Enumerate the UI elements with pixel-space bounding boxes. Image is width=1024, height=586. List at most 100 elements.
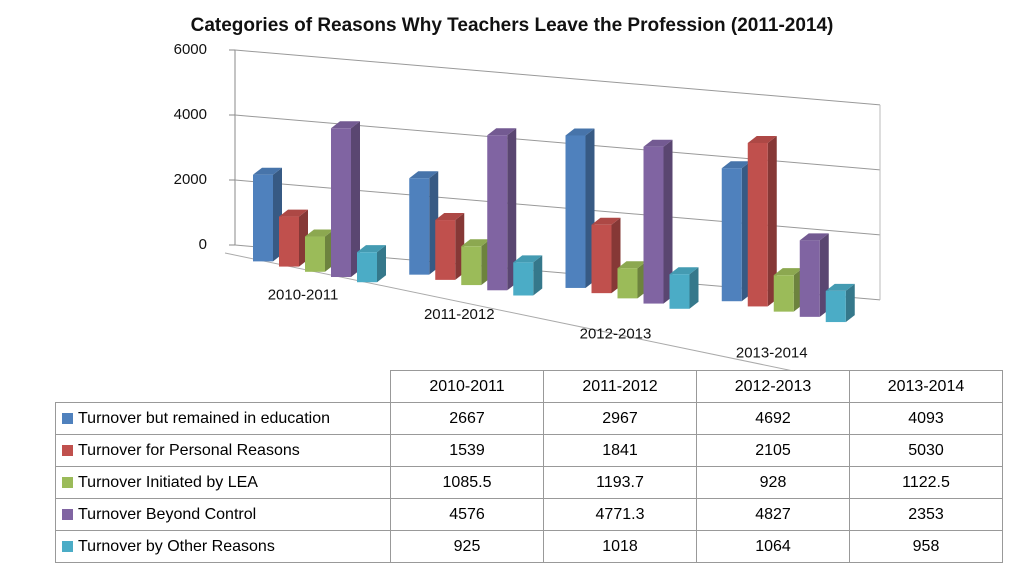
- bar: [591, 217, 621, 294]
- bar: [643, 139, 673, 304]
- legend-swatch: [62, 540, 73, 552]
- bar-top: [513, 255, 543, 263]
- bar-front: [305, 236, 325, 272]
- legend-entry: Turnover by Other Reasons: [55, 530, 391, 563]
- bar-top: [643, 139, 673, 147]
- chart: Categories of Reasons Why Teachers Leave…: [174, 15, 881, 370]
- x-tick-label: 2010-2011: [268, 287, 339, 304]
- y-tick-label: 6000: [174, 41, 207, 58]
- bar-front: [721, 168, 742, 302]
- table-value: 1085.5: [390, 466, 544, 499]
- bar-side: [845, 283, 855, 323]
- legend-swatch: [62, 476, 73, 488]
- bar-side: [377, 245, 386, 283]
- table-value: 1064: [696, 530, 850, 563]
- table-row: Turnover for Personal Reasons 1539 1841 210…: [55, 434, 1003, 467]
- table-row: Turnover but remained in education 2667 29…: [55, 402, 1003, 435]
- table-corner: [56, 371, 391, 403]
- bar: [747, 135, 777, 307]
- table-header: 2010-2011 2011-2012 2012-2013 2013-2014: [56, 370, 1003, 403]
- bar: [357, 245, 386, 283]
- bar: [487, 128, 517, 291]
- bar-top: [409, 171, 439, 179]
- legend-entry: Turnover for Personal Reasons: [55, 434, 391, 467]
- bar-top: [799, 233, 829, 241]
- bar-side: [689, 267, 699, 309]
- table-value: 4576: [390, 498, 544, 531]
- table-value: 2353: [849, 498, 1003, 531]
- bar-top: [435, 213, 465, 221]
- grid-line: [234, 49, 881, 106]
- bar-side: [767, 135, 777, 307]
- bar-top: [253, 167, 282, 175]
- floor-edge: [224, 252, 792, 370]
- table-value: 1193.7: [543, 466, 697, 499]
- bar-top: [357, 245, 386, 253]
- bar-top: [461, 239, 491, 247]
- bar-front: [279, 216, 299, 267]
- bar-top: [773, 268, 803, 276]
- bar-top: [591, 217, 621, 225]
- table-row: Turnover Beyond Control 4576 4771.3 4827 235…: [55, 498, 1003, 531]
- bar: [617, 261, 647, 299]
- bar: [305, 229, 334, 272]
- bar: [435, 213, 465, 280]
- bar-top: [669, 267, 699, 275]
- column-header: 2013-2014: [849, 370, 1003, 403]
- bar: [565, 128, 595, 288]
- table-row: Turnover by Other Reasons 925 1018 1064 958: [55, 530, 1003, 563]
- y-tick-label: 4000: [174, 106, 207, 123]
- legend-label: Turnover but remained in education: [78, 409, 330, 427]
- bar-front: [617, 268, 638, 299]
- bar: [773, 268, 803, 312]
- bar-top: [617, 261, 647, 269]
- legend-label: Turnover Initiated by LEA: [78, 473, 258, 491]
- table-value: 958: [849, 530, 1003, 563]
- table-value: 925: [390, 530, 544, 563]
- bar-front: [513, 262, 534, 296]
- bar-top: [721, 161, 751, 169]
- legend-label: Turnover Beyond Control: [78, 505, 257, 523]
- bar-front: [357, 252, 377, 283]
- legend-entry: Turnover Beyond Control: [55, 498, 391, 531]
- y-tick-label: 0: [199, 236, 207, 253]
- bar: [253, 167, 282, 262]
- bar-top: [825, 283, 855, 291]
- x-tick-label: 2011-2012: [424, 306, 495, 323]
- table-value: 2105: [696, 434, 850, 467]
- table-value: 4093: [849, 402, 1003, 435]
- bar-front: [331, 128, 351, 278]
- bar-top: [279, 209, 308, 217]
- bar-front: [461, 246, 482, 286]
- legend-entry: Turnover but remained in education: [55, 402, 391, 435]
- table-value: 5030: [849, 434, 1003, 467]
- bar-front: [773, 275, 794, 312]
- table-value: 1841: [543, 434, 697, 467]
- legend-swatch: [62, 508, 73, 520]
- bar: [513, 255, 543, 296]
- bar-top: [305, 229, 334, 237]
- bar-front: [591, 224, 612, 294]
- bar: [721, 161, 751, 302]
- bar-front: [669, 274, 690, 309]
- bar-top: [747, 135, 777, 143]
- bar: [669, 267, 699, 309]
- table-value: 928: [696, 466, 850, 499]
- bar-top: [565, 128, 595, 136]
- column-header: 2010-2011: [390, 370, 544, 403]
- column-header: 2011-2012: [543, 370, 697, 403]
- y-tick-label: 2000: [174, 171, 207, 188]
- table-value: 2667: [390, 402, 544, 435]
- table-value: 4692: [696, 402, 850, 435]
- chart-title: Categories of Reasons Why Teachers Leave…: [191, 15, 834, 36]
- legend-label: Turnover by Other Reasons: [78, 537, 275, 555]
- bar: [279, 209, 308, 267]
- x-tick-label: 2013-2014: [736, 345, 808, 362]
- bar: [825, 283, 855, 323]
- data-table: 2010-2011 2011-2012 2012-2013 2013-2014 Turn…: [55, 370, 1003, 563]
- bar-front: [747, 142, 768, 307]
- bar-front: [643, 146, 664, 304]
- bar-top: [331, 121, 360, 129]
- table-value: 1122.5: [849, 466, 1003, 499]
- bar-front: [565, 135, 586, 288]
